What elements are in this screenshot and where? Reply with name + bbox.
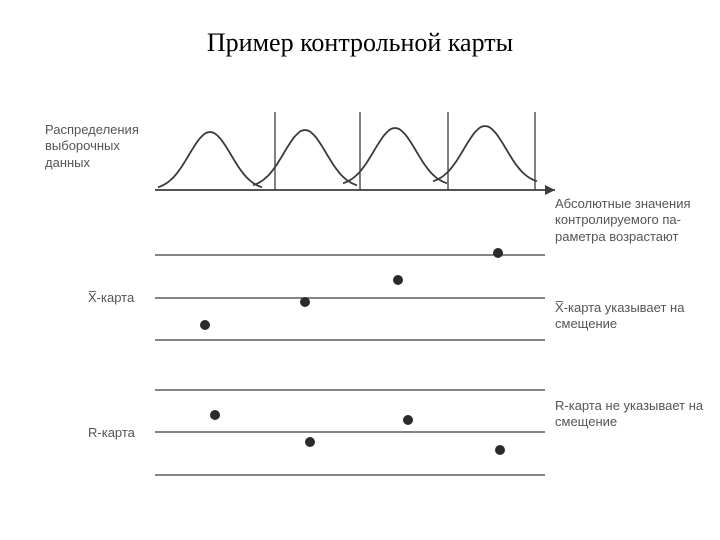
distribution-curve (158, 132, 262, 187)
label-x-note: X̅-карта указывает на смещение (555, 300, 705, 333)
chart-point (200, 320, 210, 330)
label-distribution: Распределения выборочных данных (45, 122, 155, 171)
label-x-chart: X̅-карта (88, 290, 153, 306)
chart-point (403, 415, 413, 425)
chart-point (493, 248, 503, 258)
label-absolute-values: Абсолютные значения контролируемого па- … (555, 196, 705, 245)
chart-point (393, 275, 403, 285)
label-r-note: R-карта не указывает на смещение (555, 398, 705, 431)
distribution-curve (253, 130, 357, 185)
axis-arrow-icon (545, 185, 555, 195)
diagram-stage: Распределения выборочных данных Абсолютн… (0, 80, 720, 520)
chart-point (300, 297, 310, 307)
distribution-curve (343, 128, 447, 183)
label-r-chart: R-карта (88, 425, 153, 441)
page-title: Пример контрольной карты (0, 0, 720, 58)
chart-point (210, 410, 220, 420)
chart-point (305, 437, 315, 447)
chart-point (495, 445, 505, 455)
